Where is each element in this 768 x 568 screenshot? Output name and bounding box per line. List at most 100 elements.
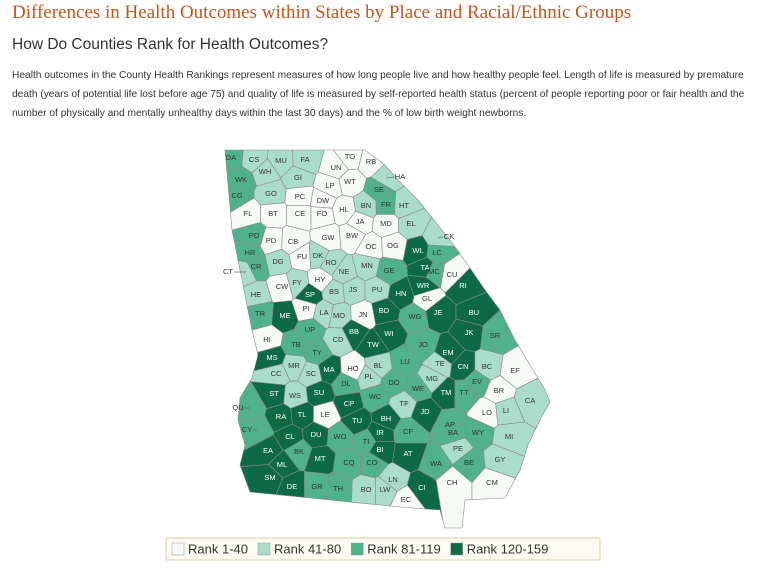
county-label: FO <box>317 209 328 218</box>
county <box>406 469 443 520</box>
county-label: CN <box>458 362 469 371</box>
county-label: WK <box>235 175 247 184</box>
county-label: BB <box>349 327 359 336</box>
county-label: ST <box>269 389 279 398</box>
county-label: WI <box>384 329 393 338</box>
county <box>332 391 365 419</box>
county-label: CD <box>333 335 344 344</box>
county-label: FA <box>300 155 309 164</box>
legend-label: Rank 41-80 <box>274 541 341 556</box>
county-cells <box>224 149 551 529</box>
county-label: TO <box>345 152 355 161</box>
county-label: LE <box>320 410 329 419</box>
county-label: CB <box>288 237 298 246</box>
county-label: CP <box>344 399 354 408</box>
county-label: RA <box>276 412 286 421</box>
county-label: PI <box>302 304 309 313</box>
county-label: TI <box>363 437 370 446</box>
county-label: DA <box>226 153 236 162</box>
legend-swatch <box>450 542 463 556</box>
county-label: MT <box>315 454 326 463</box>
county-label: TB <box>291 340 301 349</box>
county-label: JE <box>434 308 443 317</box>
county <box>492 421 537 457</box>
county-label: EV <box>472 377 482 386</box>
county-label: EC <box>401 495 412 504</box>
county-label: FR <box>381 200 392 209</box>
county-label: BA <box>448 428 458 437</box>
county-label: FU <box>297 252 307 261</box>
county-label: SR <box>490 331 501 340</box>
county-label: BS <box>329 287 339 296</box>
county-label: OG <box>387 241 399 250</box>
county-label: WT <box>344 177 356 186</box>
county-label: CH <box>447 478 458 487</box>
county-label: LO <box>482 408 492 417</box>
county-label: WG <box>409 312 422 321</box>
leader-line <box>385 176 395 179</box>
county-label: LC <box>432 248 442 257</box>
county-label: TW <box>367 340 380 349</box>
county-label: MN <box>361 261 373 270</box>
county-label: HR <box>245 248 256 257</box>
legend-label: Rank 81-119 <box>367 541 440 556</box>
county-label: MA <box>323 365 334 374</box>
county-label: SU <box>314 388 324 397</box>
county-label: TE <box>435 359 445 368</box>
county-label: BL <box>373 361 382 370</box>
county-label: CR <box>251 262 262 271</box>
county-label: BC <box>482 362 493 371</box>
county-label: HY <box>315 275 325 284</box>
legend: Rank 1-40 Rank 41-80 Rank 81-119 Rank 120-1… <box>171 541 548 556</box>
county-label: MS <box>266 353 277 362</box>
county-label: DW <box>317 196 330 205</box>
county-label: LA <box>319 308 328 317</box>
county-label: UP <box>305 325 315 334</box>
county-label: EL <box>406 219 415 228</box>
county-label: TL <box>298 410 307 419</box>
county-label: WH <box>259 167 272 176</box>
county-label: JD <box>420 407 430 416</box>
county-label: GE <box>384 266 395 275</box>
county-label: HL <box>339 205 349 214</box>
county-label: PU <box>372 285 382 294</box>
county-label: LP <box>325 181 334 190</box>
county-label: GW <box>322 233 336 242</box>
county-label: MI <box>505 432 513 441</box>
county-label: DU <box>311 430 322 439</box>
county-label: CO <box>366 458 377 467</box>
description: Health outcomes in the County Health Ran… <box>12 70 745 119</box>
county-label: FY <box>292 278 302 287</box>
county-label: SP <box>305 290 315 299</box>
county-label: PE <box>453 444 463 453</box>
county-label: GI <box>294 173 302 182</box>
county-label: BH <box>381 414 391 423</box>
county-label: RI <box>459 281 467 290</box>
county-label: JO <box>418 340 428 349</box>
leader-line <box>437 236 444 239</box>
county-label: CI <box>418 483 426 492</box>
county-label: TF <box>399 399 409 408</box>
county-label: JA <box>356 217 365 226</box>
county-label: SC <box>306 369 317 378</box>
county-label: HA <box>395 172 405 181</box>
county-label: DK <box>313 251 323 260</box>
county-label: ME <box>279 311 290 320</box>
county-label: MC <box>428 267 440 276</box>
county-label: NE <box>339 267 349 276</box>
county-label: BE <box>464 458 474 467</box>
county-label: IR <box>376 428 384 437</box>
county-label: EM <box>442 348 453 357</box>
county <box>389 484 426 510</box>
county-label: AP <box>445 420 455 429</box>
county-label: CM <box>486 478 498 487</box>
legend-label: Rank 1-40 <box>188 541 248 556</box>
county-label: TH <box>333 484 343 493</box>
county-label: SE <box>374 185 384 194</box>
county-label: UN <box>331 163 342 172</box>
county-label: FL <box>244 209 253 218</box>
county-label: WL <box>412 246 423 255</box>
county-label: GY <box>495 455 506 464</box>
county-label: RO <box>325 258 336 267</box>
